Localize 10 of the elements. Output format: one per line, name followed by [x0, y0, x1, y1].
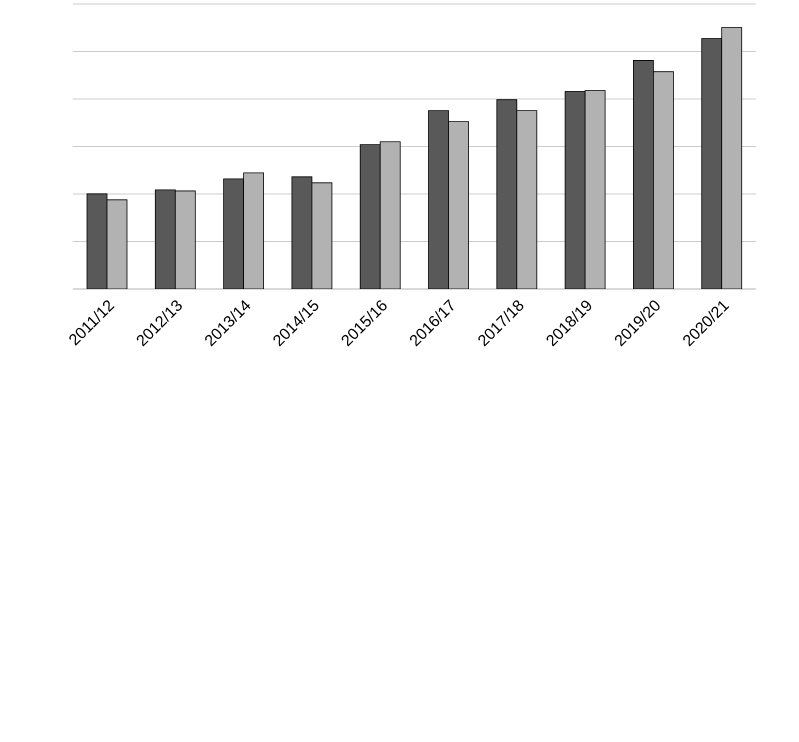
bar — [496, 99, 518, 289]
bar — [154, 189, 176, 289]
bar — [633, 60, 654, 289]
bar — [86, 193, 108, 289]
bar — [428, 110, 449, 289]
bar — [292, 176, 312, 289]
bar — [701, 38, 722, 289]
bar — [564, 91, 586, 289]
bar — [360, 144, 381, 289]
bar — [223, 178, 244, 289]
